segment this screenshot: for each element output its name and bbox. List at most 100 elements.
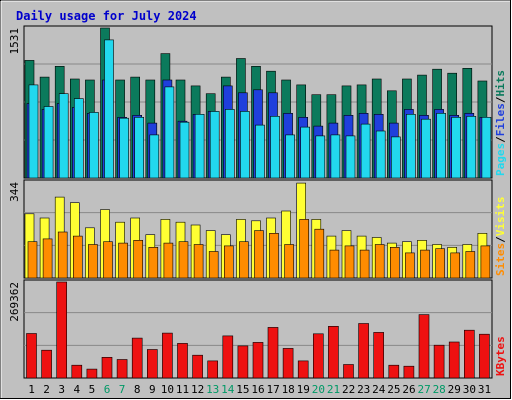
x-tick-label: 30 — [463, 383, 476, 396]
bar-pages-day-24 — [375, 130, 386, 179]
bar-sites-day-7 — [118, 242, 128, 279]
x-tick-label: 15 — [236, 383, 249, 396]
bar-sites-day-5 — [88, 244, 98, 279]
bar-kbytes-day-9 — [147, 349, 158, 379]
bar-pages-day-14 — [225, 109, 235, 179]
bar-sites-day-26 — [405, 252, 415, 279]
bar-pages-day-11 — [179, 121, 190, 179]
bar-kbytes-day-26 — [403, 365, 415, 379]
bar-sites-day-9 — [148, 247, 159, 279]
bar-kbytes-day-2 — [41, 349, 52, 379]
series-kbytes — [26, 281, 490, 379]
bar-pages-day-4 — [74, 98, 84, 179]
legend: Sites/Visits — [494, 197, 507, 277]
bar-kbytes-day-21 — [328, 325, 339, 379]
bar-kbytes-day-8 — [131, 337, 143, 379]
bar-sites-day-27 — [420, 249, 430, 279]
series-sites — [27, 219, 491, 279]
bar-sites-day-23 — [359, 249, 370, 279]
bar-kbytes-day-20 — [312, 333, 324, 379]
bar-sites-day-31 — [480, 245, 491, 279]
bar-kbytes-day-10 — [162, 332, 173, 379]
x-tick-label: 24 — [372, 383, 386, 396]
bar-sites-day-13 — [208, 251, 219, 279]
x-tick-label: 3 — [58, 383, 65, 396]
bar-sites-day-2 — [42, 238, 53, 279]
bar-pages-day-13 — [209, 111, 220, 179]
bar-sites-day-18 — [284, 244, 294, 279]
x-tick-label: 2 — [43, 383, 50, 396]
bar-kbytes-day-11 — [177, 343, 188, 379]
bar-pages-day-19 — [300, 126, 311, 179]
bar-pages-day-31 — [481, 117, 492, 179]
x-tick-label: 14 — [221, 383, 235, 396]
bar-sites-day-29 — [450, 252, 461, 279]
y-axis-max-label: 344 — [8, 182, 21, 202]
chart-title: Daily usage for July 2024 — [16, 9, 197, 23]
bar-kbytes-day-18 — [282, 348, 294, 379]
x-tick-label: 11 — [176, 383, 189, 396]
bar-pages-day-21 — [330, 134, 341, 179]
bar-sites-day-20 — [314, 228, 325, 279]
bar-sites-day-10 — [163, 242, 174, 279]
bar-kbytes-day-24 — [373, 332, 385, 379]
bar-pages-day-20 — [315, 135, 326, 179]
x-tick-label: 18 — [282, 383, 295, 396]
legend-entry: / — [494, 236, 507, 243]
bar-sites-day-8 — [133, 240, 143, 279]
bar-pages-day-16 — [255, 124, 265, 179]
bar-sites-day-22 — [344, 245, 355, 279]
bar-kbytes-day-28 — [433, 344, 445, 379]
legend-entry: KBytes — [494, 336, 507, 376]
series-pages — [28, 39, 492, 179]
bar-sites-day-3 — [57, 231, 68, 279]
bar-sites-day-16 — [254, 230, 264, 279]
bar-pages-day-6 — [104, 39, 114, 179]
bar-pages-day-25 — [390, 136, 401, 179]
bar-kbytes-day-16 — [252, 342, 264, 379]
bar-kbytes-day-13 — [207, 360, 218, 379]
legend-entry: Sites — [494, 243, 507, 276]
bar-pages-day-9 — [149, 134, 160, 179]
bar-pages-day-18 — [285, 134, 295, 179]
bar-sites-day-11 — [178, 241, 189, 279]
bar-pages-day-22 — [345, 135, 356, 179]
bar-pages-day-3 — [58, 93, 69, 179]
bar-sites-day-1 — [27, 241, 38, 279]
bar-kbytes-day-30 — [463, 329, 475, 379]
legend-entry: / — [494, 96, 507, 103]
x-tick-label: 17 — [266, 383, 279, 396]
bar-kbytes-day-29 — [448, 341, 460, 379]
x-tick-label: 7 — [119, 383, 126, 396]
x-tick-label: 19 — [297, 383, 310, 396]
x-tick-label: 10 — [161, 383, 174, 396]
bar-kbytes-day-1 — [26, 333, 37, 379]
bar-pages-day-26 — [406, 114, 416, 179]
bar-kbytes-day-4 — [71, 364, 83, 379]
bar-sites-day-25 — [389, 247, 400, 279]
bar-kbytes-day-6 — [101, 356, 113, 379]
bar-sites-day-21 — [329, 249, 340, 279]
bar-kbytes-day-3 — [56, 281, 68, 379]
x-tick-label: 16 — [251, 383, 264, 396]
bar-sites-day-19 — [299, 219, 310, 279]
bar-pages-day-12 — [194, 114, 205, 179]
x-tick-label: 6 — [104, 383, 111, 396]
y-axis-max-label: 1531 — [8, 28, 21, 55]
x-tick-label: 21 — [327, 383, 340, 396]
bar-pages-day-30 — [466, 116, 477, 179]
x-tick-label: 1 — [28, 383, 35, 396]
bar-pages-day-1 — [28, 84, 39, 179]
x-tick-label: 8 — [134, 383, 141, 396]
bar-sites-day-4 — [73, 235, 83, 279]
bar-kbytes-day-7 — [116, 359, 128, 379]
x-tick-label: 13 — [206, 383, 219, 396]
legend-entry: Files — [494, 103, 507, 136]
bar-kbytes-day-17 — [267, 327, 279, 379]
x-tick-label: 5 — [89, 383, 96, 396]
bar-sites-day-24 — [374, 244, 385, 279]
bar-kbytes-day-22 — [343, 364, 354, 379]
bar-kbytes-day-31 — [479, 333, 490, 379]
legend-entry: Visits — [494, 197, 507, 237]
